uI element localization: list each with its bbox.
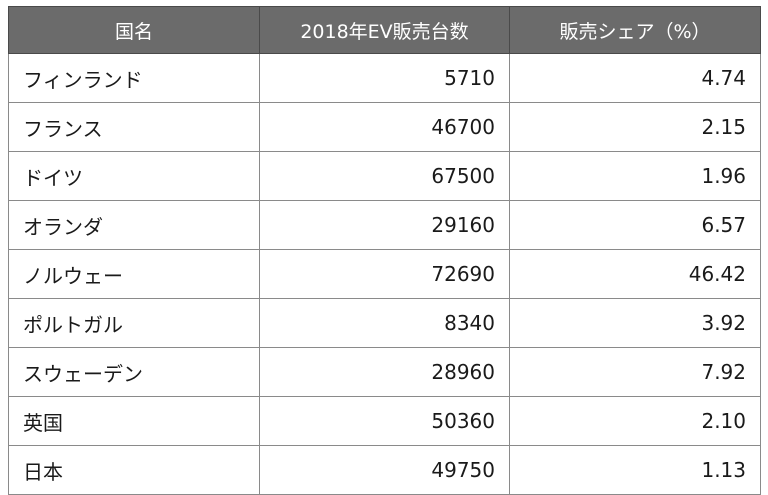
share-cell: 7.92 xyxy=(509,347,761,397)
country-cell: 日本 xyxy=(8,445,260,495)
share-cell: 2.15 xyxy=(509,102,761,152)
sales-cell: 5710 xyxy=(259,53,510,103)
share-cell: 1.96 xyxy=(509,151,761,201)
country-cell: オランダ xyxy=(8,200,260,250)
sales-cell: 67500 xyxy=(259,151,510,201)
share-cell: 2.10 xyxy=(509,396,761,446)
sales-cell: 50360 xyxy=(259,396,510,446)
share-cell: 1.13 xyxy=(509,445,761,495)
country-cell: ポルトガル xyxy=(8,298,260,348)
sales-cell: 46700 xyxy=(259,102,510,152)
table-row: ノルウェー 72690 46.42 xyxy=(8,249,761,299)
table-row: オランダ 29160 6.57 xyxy=(8,200,761,250)
sales-cell: 72690 xyxy=(259,249,510,299)
country-cell: スウェーデン xyxy=(8,347,260,397)
table-row: 日本 49750 1.13 xyxy=(8,445,761,495)
table-header-row: 国名 2018年EV販売台数 販売シェア（%） xyxy=(8,6,761,54)
table-row: フィンランド 5710 4.74 xyxy=(8,53,761,103)
sales-cell: 49750 xyxy=(259,445,510,495)
share-cell: 4.74 xyxy=(509,53,761,103)
share-cell: 46.42 xyxy=(509,249,761,299)
country-cell: フィンランド xyxy=(8,53,260,103)
share-cell: 6.57 xyxy=(509,200,761,250)
table-row: スウェーデン 28960 7.92 xyxy=(8,347,761,397)
column-header-share: 販売シェア（%） xyxy=(509,6,761,54)
column-header-country: 国名 xyxy=(8,6,260,54)
country-cell: ドイツ xyxy=(8,151,260,201)
sales-cell: 29160 xyxy=(259,200,510,250)
share-cell: 3.92 xyxy=(509,298,761,348)
table-row: 英国 50360 2.10 xyxy=(8,396,761,446)
column-header-sales: 2018年EV販売台数 xyxy=(259,6,510,54)
country-cell: 英国 xyxy=(8,396,260,446)
table-row: ドイツ 67500 1.96 xyxy=(8,151,761,201)
ev-sales-table: 国名 2018年EV販売台数 販売シェア（%） フィンランド 5710 4.74… xyxy=(8,6,761,495)
country-cell: ノルウェー xyxy=(8,249,260,299)
sales-cell: 8340 xyxy=(259,298,510,348)
table-row: フランス 46700 2.15 xyxy=(8,102,761,152)
sales-cell: 28960 xyxy=(259,347,510,397)
table-row: ポルトガル 8340 3.92 xyxy=(8,298,761,348)
country-cell: フランス xyxy=(8,102,260,152)
ev-sales-table-container: 国名 2018年EV販売台数 販売シェア（%） フィンランド 5710 4.74… xyxy=(8,6,761,495)
